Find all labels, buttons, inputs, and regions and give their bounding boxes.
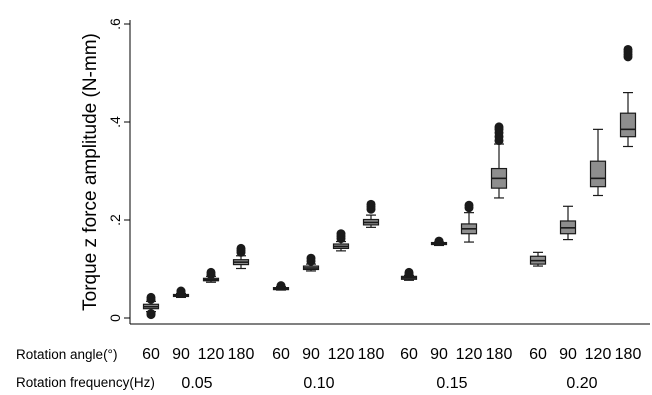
box-0.05-60 (142, 292, 160, 320)
rotation-angle-row-label: Rotation angle(°) (16, 347, 117, 362)
outlier-point (276, 281, 286, 291)
outlier-point (146, 292, 156, 302)
y-tick-label: 0 (107, 314, 123, 322)
outlier-point (404, 267, 414, 277)
angle-label: 90 (430, 346, 448, 363)
box-0.15-180 (490, 122, 508, 199)
box-iqr (619, 112, 637, 138)
outlier-point (494, 122, 504, 132)
angle-label: 90 (172, 346, 190, 363)
y-tick-label: .6 (107, 18, 123, 30)
box-0.10-90 (302, 253, 320, 272)
angle-label: 180 (228, 346, 255, 363)
box-0.05-90 (172, 286, 190, 299)
outlier-point (336, 229, 346, 239)
frequency-label: 0.20 (566, 375, 597, 392)
angle-label: 120 (328, 346, 355, 363)
outlier-point (366, 199, 376, 209)
outlier-point (623, 44, 633, 54)
y-tick-label: .2 (107, 214, 123, 226)
angle-label: 60 (400, 346, 418, 363)
box-iqr (589, 160, 607, 188)
outlier-point (146, 309, 156, 319)
outlier-point (176, 286, 186, 296)
angle-label: 60 (529, 346, 547, 363)
angle-label: 60 (142, 346, 160, 363)
box-0.05-180 (232, 243, 250, 270)
box-0.20-180 (619, 44, 637, 148)
angle-label: 180 (486, 346, 513, 363)
frequency-label: 0.15 (436, 375, 467, 392)
outlier-point (206, 267, 216, 277)
box-0.15-60 (400, 267, 418, 281)
outlier-point (434, 236, 444, 246)
box-0.15-120 (460, 200, 478, 243)
angle-label: 180 (358, 346, 385, 363)
box-0.05-120 (202, 267, 220, 283)
frequency-label: 0.10 (303, 375, 334, 392)
angle-label: 60 (272, 346, 290, 363)
x-axis-categories: Rotation angle(°) Rotation frequency(Hz)… (16, 346, 641, 392)
box-0.10-60 (272, 281, 290, 291)
frequency-label: 0.05 (181, 375, 212, 392)
box-0.15-90 (430, 236, 448, 247)
angle-label: 120 (456, 346, 483, 363)
box-series (142, 44, 637, 320)
outlier-point (464, 200, 474, 210)
box-0.20-90 (559, 205, 577, 241)
box-0.10-180 (362, 199, 380, 228)
chart-axes: 0 .2 .4 .6 (107, 18, 650, 325)
angle-label: 180 (615, 346, 642, 363)
rotation-frequency-row-label: Rotation frequency(Hz) (16, 375, 155, 390)
box-0.20-120 (589, 128, 607, 197)
angle-label: 90 (302, 346, 320, 363)
box-0.10-120 (332, 229, 350, 252)
outlier-point (306, 253, 316, 263)
box-0.20-60 (529, 251, 547, 267)
y-axis-label: Torque z force amplitude (N-mm) (80, 33, 101, 311)
outlier-point (236, 243, 246, 253)
y-tick-label: .4 (107, 116, 123, 128)
angle-label: 90 (559, 346, 577, 363)
angle-label: 120 (585, 346, 612, 363)
angle-label: 120 (198, 346, 225, 363)
